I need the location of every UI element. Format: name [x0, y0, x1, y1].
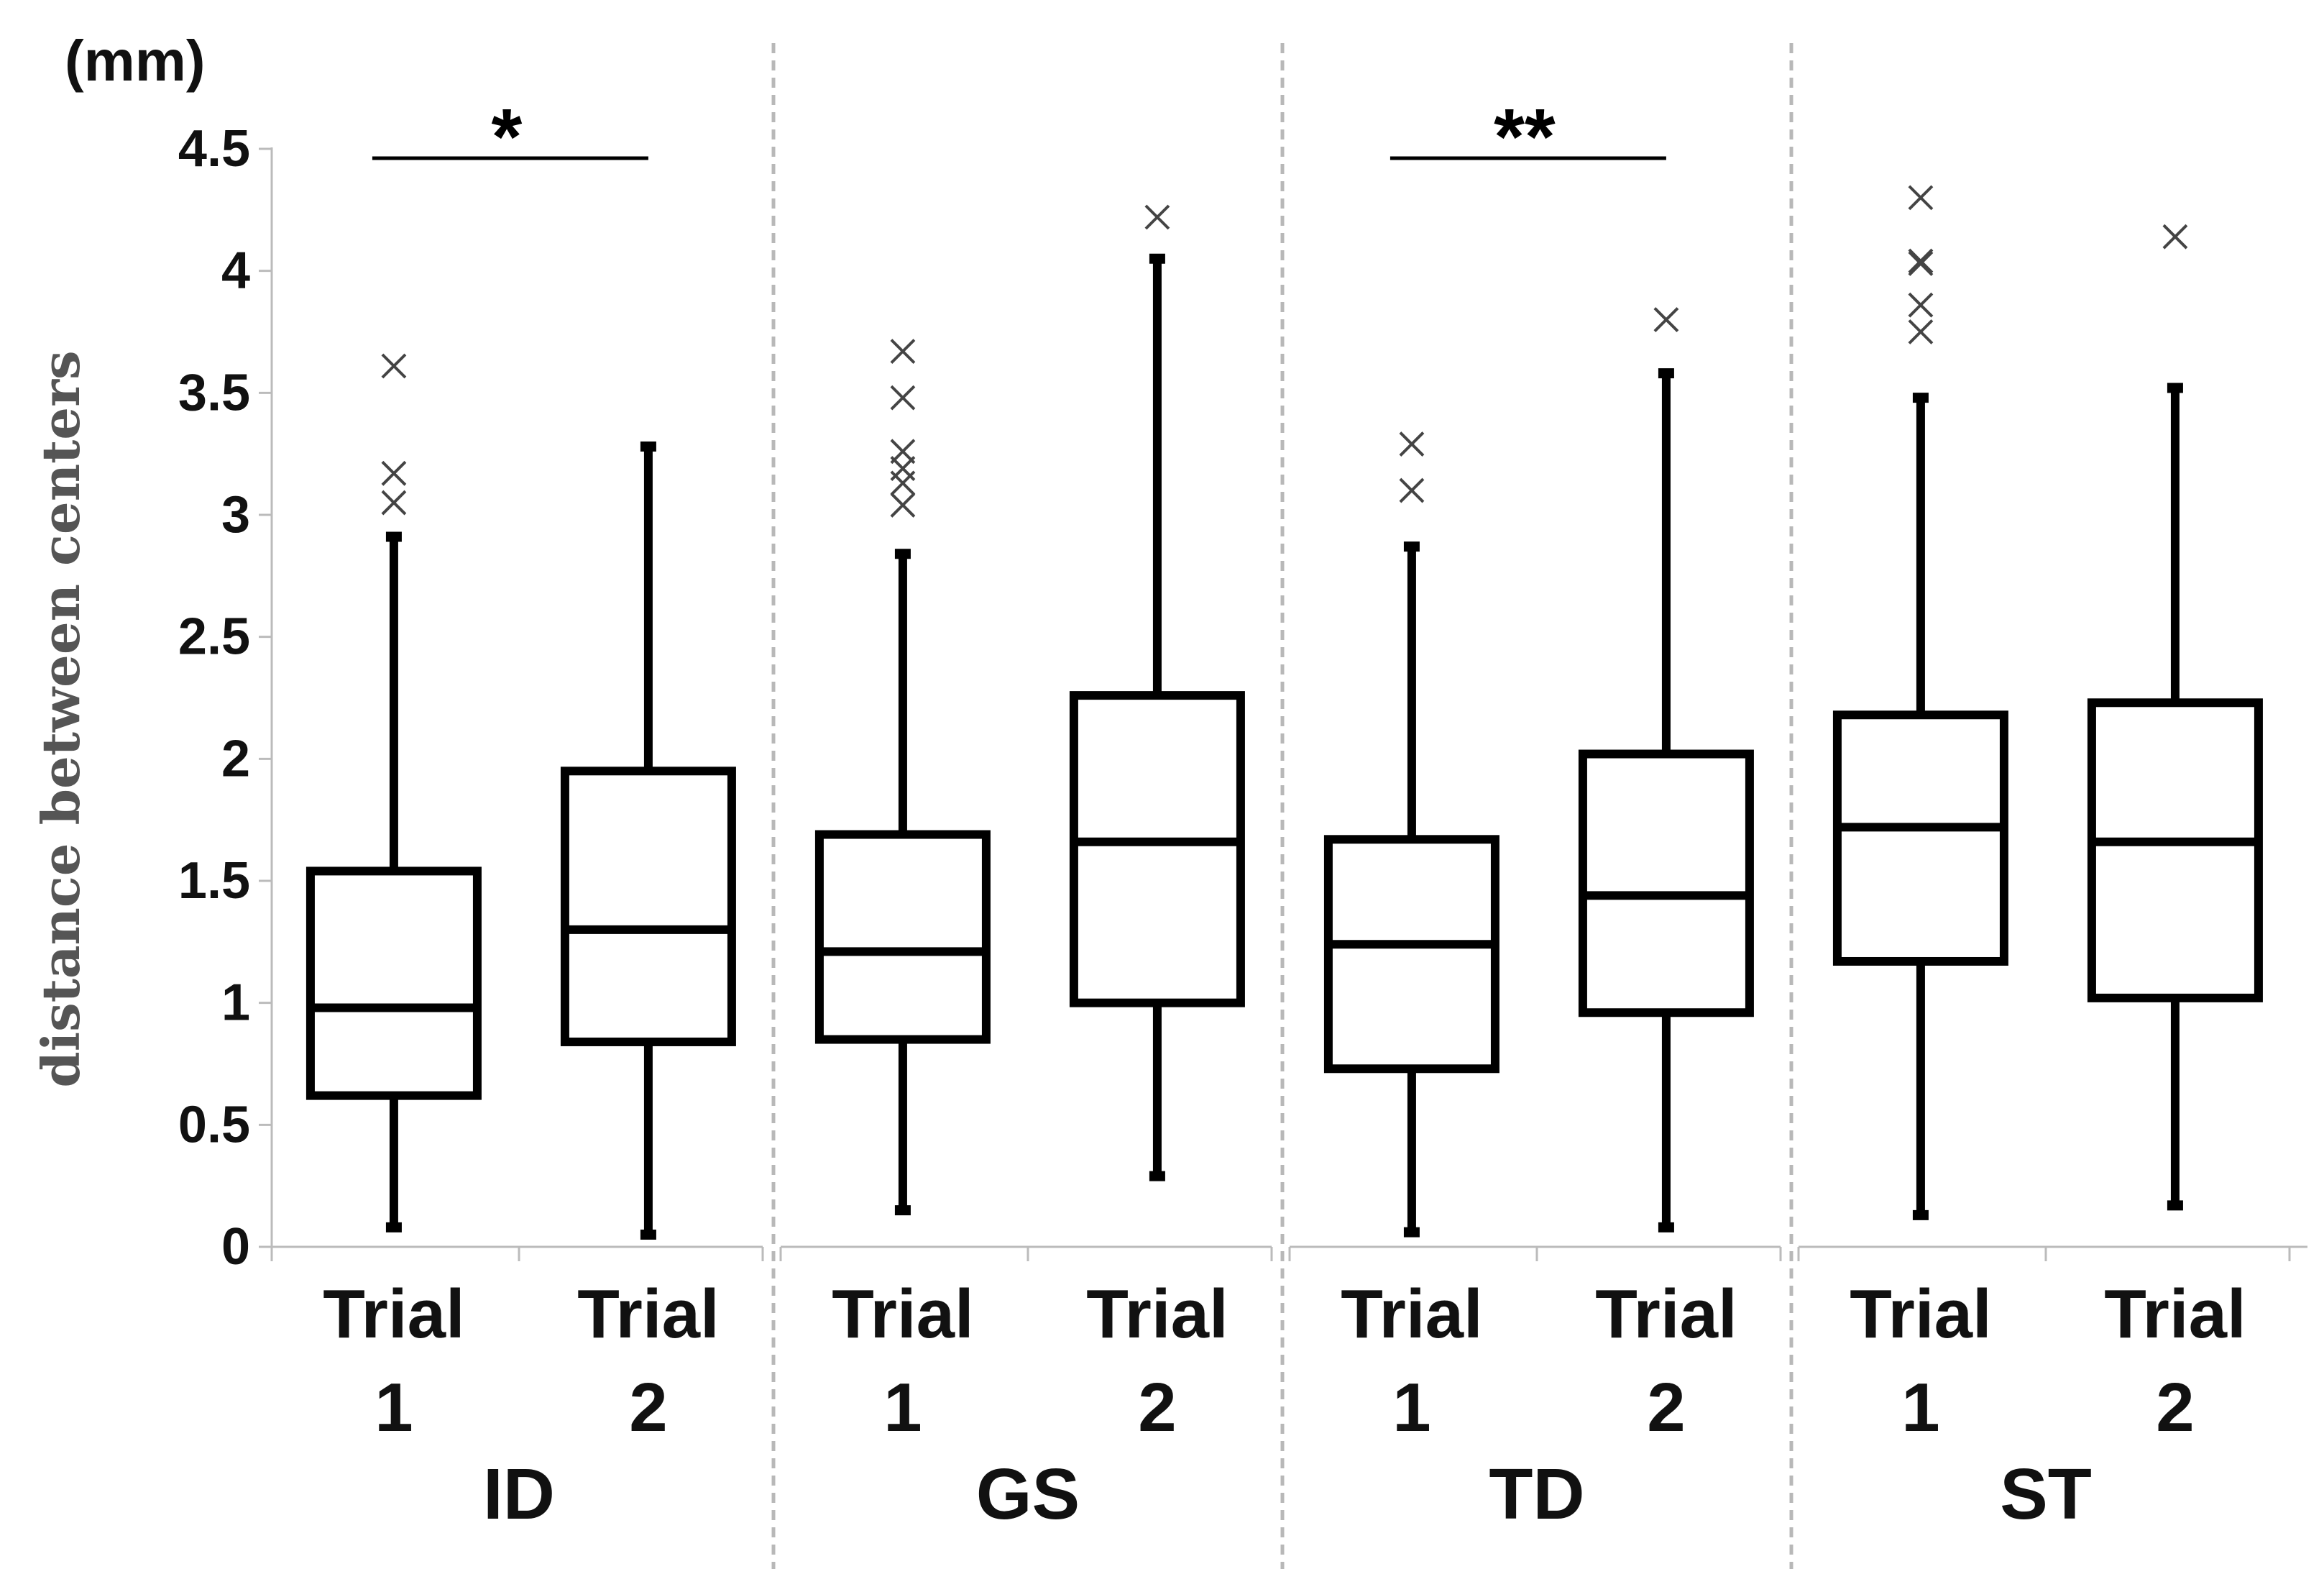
outlier-marker [1908, 248, 1934, 274]
box-iqr [1323, 835, 1499, 1074]
y-tick-label: 2 [221, 730, 250, 787]
x-category-label: Trial [2104, 1276, 2246, 1353]
y-tick-label: 4 [221, 242, 250, 300]
x-category-number: 2 [629, 1369, 667, 1446]
x-category-label: Trial [1341, 1276, 1482, 1353]
y-axis-title: distance between centers [30, 350, 91, 1087]
outlier-marker [381, 353, 407, 379]
y-tick-label: 1 [221, 974, 250, 1032]
outlier-marker [1908, 319, 1934, 344]
box-iqr [1578, 749, 1754, 1017]
box-iqr [306, 866, 482, 1100]
significance-marker: ** [1494, 93, 1556, 181]
group-label: TD [1489, 1454, 1584, 1534]
x-category-label: Trial [1086, 1276, 1228, 1353]
x-category-label: Trial [577, 1276, 719, 1353]
significance-marker: * [492, 93, 523, 181]
outlier-marker [2162, 224, 2188, 250]
outlier-marker [890, 339, 916, 365]
x-category-number: 1 [1901, 1369, 1939, 1446]
x-category-number: 2 [2156, 1369, 2194, 1446]
group-label: ID [483, 1454, 555, 1534]
x-category-number: 1 [375, 1369, 413, 1446]
outlier-marker [1908, 292, 1934, 318]
x-category-label: Trial [832, 1276, 973, 1353]
outlier-marker [1144, 204, 1170, 230]
x-category-label: Trial [1595, 1276, 1737, 1353]
y-tick-label: 3.5 [178, 364, 250, 421]
unit-label: (mm) [65, 29, 206, 93]
y-tick-label: 1.5 [178, 852, 250, 910]
outlier-marker [890, 385, 916, 411]
x-category-label: Trial [1850, 1276, 1991, 1353]
outlier-marker [1653, 307, 1679, 332]
group-label: GS [976, 1454, 1080, 1534]
y-tick-label: 2.5 [178, 608, 250, 666]
group-label: ST [2000, 1454, 2092, 1534]
outlier-marker [1908, 185, 1934, 211]
x-category-number: 1 [883, 1369, 922, 1446]
box-iqr [2087, 698, 2263, 1002]
outlier-marker [890, 439, 916, 465]
y-tick-label: 3 [221, 486, 250, 544]
x-category-number: 2 [1647, 1369, 1685, 1446]
outlier-marker [1399, 431, 1425, 457]
x-category-label: Trial [323, 1276, 464, 1353]
y-tick-label: 0.5 [178, 1096, 250, 1153]
outlier-marker [1908, 251, 1934, 276]
box-iqr [1832, 710, 2008, 966]
outlier-marker [1399, 477, 1425, 503]
x-category-number: 2 [1138, 1369, 1176, 1446]
x-category-number: 1 [1392, 1369, 1430, 1446]
y-tick-label: 4.5 [178, 120, 250, 178]
outlier-marker [890, 493, 916, 518]
box-iqr [814, 830, 991, 1044]
box-iqr [560, 767, 736, 1046]
outlier-marker [381, 490, 407, 516]
y-tick-label: 0 [221, 1218, 250, 1276]
box-iqr [1069, 691, 1245, 1007]
outlier-marker [381, 460, 407, 486]
